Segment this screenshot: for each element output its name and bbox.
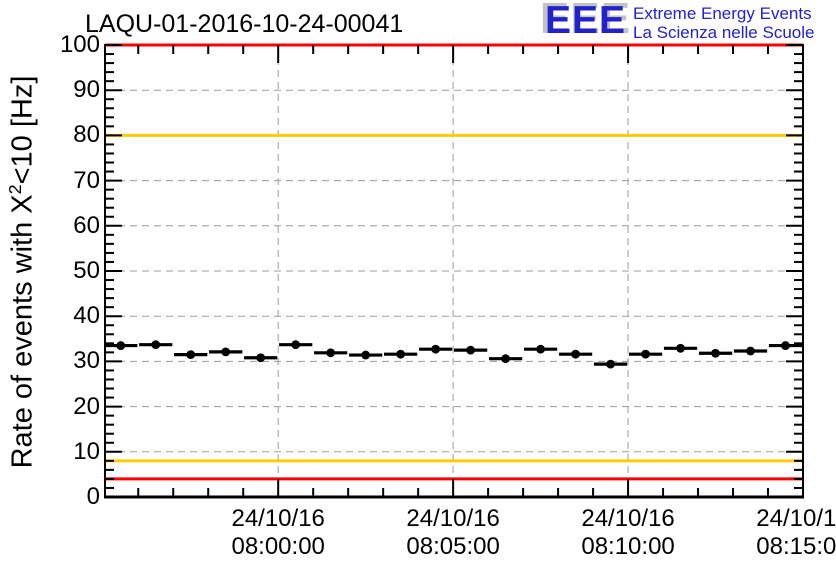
- x-tick-label: 24/10/16 08:00:00: [203, 505, 353, 561]
- y-tick-label: 80: [73, 121, 100, 149]
- data-marker: [536, 344, 545, 354]
- data-marker: [256, 353, 266, 363]
- x-tick-date: 24/10/16: [231, 505, 325, 532]
- data-marker: [571, 349, 580, 359]
- y-tick-label: 40: [73, 302, 100, 330]
- data-marker: [291, 340, 301, 350]
- x-tick-date: 24/10/16: [581, 505, 675, 532]
- eee-logo-subtitle: La Scienza nelle Scuole: [633, 23, 815, 42]
- y-tick-label: 70: [73, 166, 100, 194]
- y-tick-label: 50: [73, 257, 100, 284]
- x-tick-time: 08:00:00: [231, 533, 325, 560]
- data-marker: [746, 346, 755, 356]
- x-tick-label: 24/10/16 08:05:00: [378, 505, 528, 561]
- eee-logo-letters: EEE: [545, 0, 627, 42]
- data-marker: [116, 341, 126, 350]
- data-marker: [326, 348, 336, 358]
- data-marker: [186, 350, 196, 360]
- data-marker: [606, 359, 615, 369]
- x-tick-time: 08:15:00: [756, 533, 836, 560]
- x-tick-date: 24/10/16: [756, 505, 836, 532]
- y-tick-label: 90: [73, 76, 100, 104]
- chart-title: LAQU-01-2016-10-24-00041: [85, 10, 404, 38]
- data-marker: [676, 343, 685, 353]
- y-tick-label: 10: [73, 437, 100, 465]
- data-marker: [151, 340, 161, 350]
- y-axis-title-sup: 2: [5, 184, 25, 195]
- data-marker: [396, 349, 406, 359]
- y-tick-label: 60: [73, 211, 100, 239]
- y-tick-label: 30: [73, 347, 100, 375]
- eee-logo-title: Extreme Energy Events: [633, 4, 812, 23]
- x-tick-label: 24/10/16 08:10:00: [553, 505, 703, 561]
- eee-logo-shadow: EEE: [540, 0, 632, 43]
- data-marker: [711, 348, 720, 358]
- y-tick-label: 100: [59, 31, 100, 58]
- data-marker: [466, 345, 476, 355]
- x-tick-time: 08:05:00: [406, 533, 500, 560]
- data-marker: [431, 344, 441, 354]
- data-marker: [361, 350, 371, 360]
- eee-logo: EEE EEE Extreme Energy Events La Scienza…: [540, 0, 835, 48]
- x-tick-time: 08:10:00: [581, 533, 675, 560]
- y-tick-label: 0: [86, 483, 100, 510]
- data-marker: [641, 349, 650, 359]
- data-marker: [221, 347, 231, 357]
- data-marker: [781, 341, 790, 350]
- x-tick-date: 24/10/16: [406, 505, 500, 532]
- data-marker: [501, 354, 511, 364]
- y-tick-label: 20: [73, 392, 100, 420]
